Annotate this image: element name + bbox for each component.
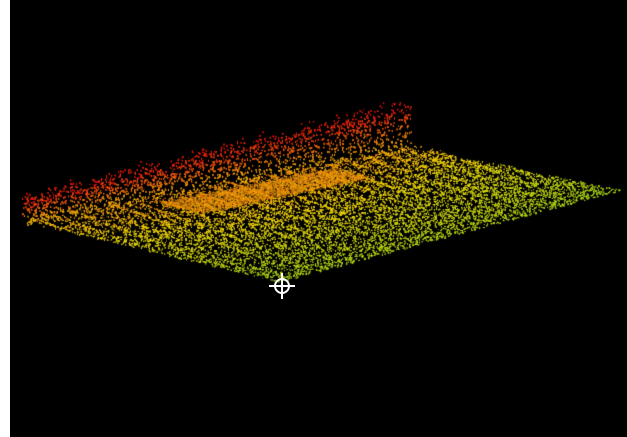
crosshair-target-icon[interactable] — [268, 272, 296, 300]
point-cloud-viewport[interactable] — [10, 0, 627, 437]
point-cloud-canvas[interactable] — [10, 0, 627, 437]
